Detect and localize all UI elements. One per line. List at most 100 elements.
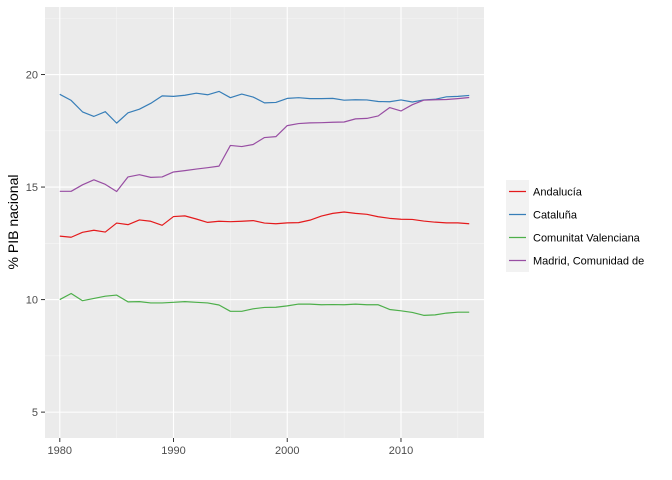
data-point <box>162 225 163 226</box>
data-point <box>298 123 299 124</box>
data-point <box>105 231 106 232</box>
data-point <box>423 100 424 101</box>
data-point <box>389 309 390 310</box>
data-point <box>332 304 333 305</box>
data-point <box>71 191 72 192</box>
data-point <box>105 184 106 185</box>
data-point <box>93 179 94 180</box>
data-point <box>332 122 333 123</box>
data-point <box>59 236 60 237</box>
data-point <box>173 302 174 303</box>
legend-label: Comunitat Valenciana <box>533 233 641 245</box>
data-point <box>218 304 219 305</box>
data-point <box>150 302 151 303</box>
legend-label: Madrid, Comunidad de <box>533 256 644 268</box>
data-point <box>196 218 197 219</box>
legend-label: Cataluña <box>533 210 578 222</box>
data-point <box>332 98 333 99</box>
x-tick-label: 2010 <box>389 445 413 457</box>
data-point <box>139 109 140 110</box>
data-point <box>116 191 117 192</box>
legend-item: Cataluña <box>506 203 578 226</box>
series-lines <box>59 90 470 316</box>
data-point <box>264 307 265 308</box>
data-point <box>150 221 151 222</box>
data-point <box>287 125 288 126</box>
series-2 <box>59 292 470 316</box>
data-point <box>412 312 413 313</box>
series-0 <box>59 211 470 238</box>
data-point <box>207 222 208 223</box>
data-point <box>93 298 94 299</box>
data-point <box>150 177 151 178</box>
data-point <box>105 296 106 297</box>
data-point <box>196 168 197 169</box>
data-point <box>309 98 310 99</box>
data-point <box>275 223 276 224</box>
data-point <box>446 222 447 223</box>
data-point <box>150 103 151 104</box>
data-point <box>139 219 140 220</box>
data-point <box>82 184 83 185</box>
data-point <box>230 97 231 98</box>
data-point <box>309 220 310 221</box>
data-point <box>309 303 310 304</box>
data-point <box>230 145 231 146</box>
data-point <box>196 93 197 94</box>
series-3 <box>59 96 470 193</box>
data-point <box>355 118 356 119</box>
data-point <box>127 176 128 177</box>
data-point <box>116 123 117 124</box>
data-point <box>275 136 276 137</box>
y-tick-label: 15 <box>26 182 38 194</box>
data-point <box>207 94 208 95</box>
data-point <box>355 303 356 304</box>
data-point <box>400 99 401 100</box>
y-axis-title: % PIB nacional <box>5 175 21 270</box>
data-point <box>355 99 356 100</box>
data-point <box>59 299 60 300</box>
x-axis: 1980 1990 2000 2010 <box>48 438 413 457</box>
data-point <box>321 304 322 305</box>
data-point <box>457 222 458 223</box>
data-point <box>162 176 163 177</box>
data-point <box>332 213 333 214</box>
data-point <box>344 304 345 305</box>
data-point <box>218 221 219 222</box>
data-point <box>298 303 299 304</box>
data-point <box>423 315 424 316</box>
data-point <box>400 310 401 311</box>
data-point <box>435 99 436 100</box>
data-point <box>389 107 390 108</box>
x-tick-label: 1990 <box>161 445 185 457</box>
data-point <box>173 171 174 172</box>
data-point <box>321 215 322 216</box>
data-point <box>469 223 470 224</box>
data-point <box>82 111 83 112</box>
data-point <box>207 167 208 168</box>
data-point <box>93 116 94 117</box>
data-point <box>457 312 458 313</box>
series-1 <box>59 90 470 124</box>
data-point <box>366 214 367 215</box>
data-point <box>378 115 379 116</box>
data-point <box>127 301 128 302</box>
data-point <box>162 302 163 303</box>
minor-gridlines <box>45 7 484 438</box>
data-point <box>196 302 197 303</box>
data-point <box>400 110 401 111</box>
data-point <box>412 219 413 220</box>
data-point <box>139 174 140 175</box>
data-point <box>59 94 60 95</box>
series-line <box>59 90 470 124</box>
data-point <box>423 220 424 221</box>
data-point <box>378 304 379 305</box>
data-point <box>241 146 242 147</box>
data-point <box>400 219 401 220</box>
data-point <box>116 222 117 223</box>
data-point <box>287 305 288 306</box>
data-point <box>412 104 413 105</box>
data-point <box>287 222 288 223</box>
legend-item: Madrid, Comunidad de <box>506 249 644 272</box>
